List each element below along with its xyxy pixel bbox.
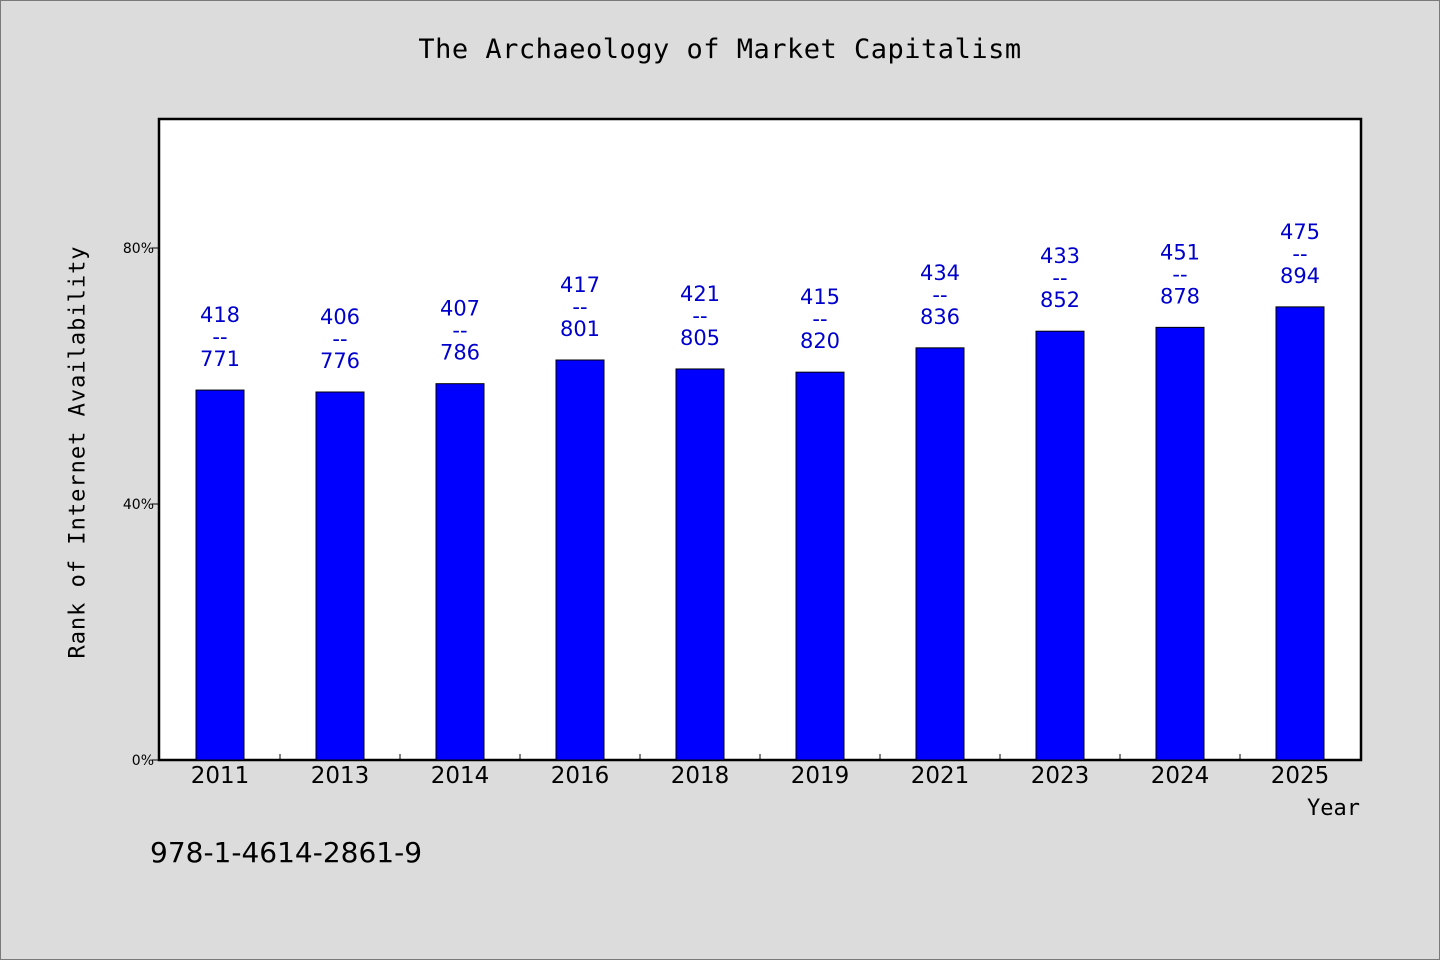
bar [1155, 326, 1205, 761]
data-label: 417 [560, 273, 600, 297]
bar [675, 368, 725, 761]
x-axis-ticks: 2011 2013 2014 2016 2018 2019 2021 2023 2024 2025 [191, 754, 1330, 789]
x-tick-label: 2016 [551, 763, 610, 789]
data-label-separator: -- [1292, 242, 1307, 266]
data-label: 434 [920, 261, 960, 285]
data-label-separator: -- [692, 304, 707, 328]
x-tick-label: 2019 [791, 763, 850, 789]
bars [195, 306, 1325, 761]
y-axis-ticks: 0% 40% 80% [123, 241, 160, 769]
x-axis-title: Year [1307, 796, 1360, 821]
data-label-separator: -- [452, 319, 467, 343]
bar [435, 383, 485, 761]
data-label-separator: -- [1052, 266, 1067, 290]
y-tick-label: 0% [132, 753, 154, 769]
data-label: 475 [1280, 220, 1320, 244]
x-tick-label: 2011 [191, 763, 250, 789]
x-tick-label: 2025 [1271, 763, 1330, 789]
bar [1275, 306, 1325, 761]
data-label-separator: -- [812, 307, 827, 331]
data-label: 820 [800, 329, 840, 353]
data-label: 406 [320, 305, 360, 329]
y-tick-label: 80% [123, 241, 154, 257]
data-label-separator: -- [572, 295, 587, 319]
x-tick-label: 2024 [1151, 763, 1210, 789]
data-label: 878 [1160, 284, 1200, 308]
bar [195, 389, 245, 761]
data-label: 407 [440, 297, 480, 321]
x-tick-label: 2013 [311, 763, 370, 789]
data-label: 786 [440, 341, 480, 365]
data-label-separator: -- [932, 283, 947, 307]
data-label: 836 [920, 305, 960, 329]
x-tick-label: 2021 [911, 763, 970, 789]
data-label: 852 [1040, 288, 1080, 312]
isbn-text: 978-1-4614-2861-9 [150, 836, 423, 869]
bar [315, 391, 365, 761]
bar-labels: 418--771406--776407--786417--801421--805… [200, 220, 1320, 373]
bar [795, 371, 845, 761]
data-label: 771 [200, 347, 240, 371]
x-tick-label: 2014 [431, 763, 490, 789]
data-label: 805 [680, 326, 720, 350]
data-label-separator: -- [1172, 262, 1187, 286]
data-label-separator: -- [332, 327, 347, 351]
data-label: 433 [1040, 244, 1080, 268]
data-label: 421 [680, 282, 720, 306]
data-label: 801 [560, 317, 600, 341]
x-tick-label: 2018 [671, 763, 730, 789]
data-label-separator: -- [212, 325, 227, 349]
data-label: 451 [1160, 240, 1200, 264]
y-tick-label: 40% [123, 497, 154, 513]
data-label: 415 [800, 285, 840, 309]
bar [1035, 330, 1085, 761]
chart-title: The Archaeology of Market Capitalism [418, 34, 1022, 65]
data-label: 894 [1280, 264, 1320, 288]
bar [915, 347, 965, 761]
data-label: 776 [320, 349, 360, 373]
data-label: 418 [200, 303, 240, 327]
bar [555, 359, 605, 761]
x-tick-label: 2023 [1031, 763, 1090, 789]
y-axis-title: Rank of Internet Availability [65, 245, 91, 659]
